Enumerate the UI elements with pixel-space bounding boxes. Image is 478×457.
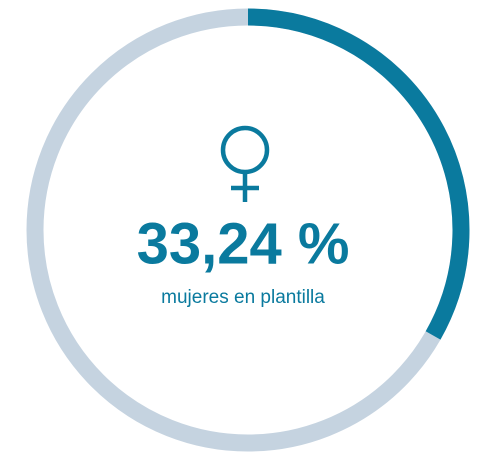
value-label: 33,24 %	[137, 211, 350, 276]
female-icon	[220, 125, 270, 202]
icon-circle	[220, 125, 270, 175]
value-arc	[247, 8, 470, 340]
subtitle: mujeres en plantilla	[161, 287, 325, 308]
